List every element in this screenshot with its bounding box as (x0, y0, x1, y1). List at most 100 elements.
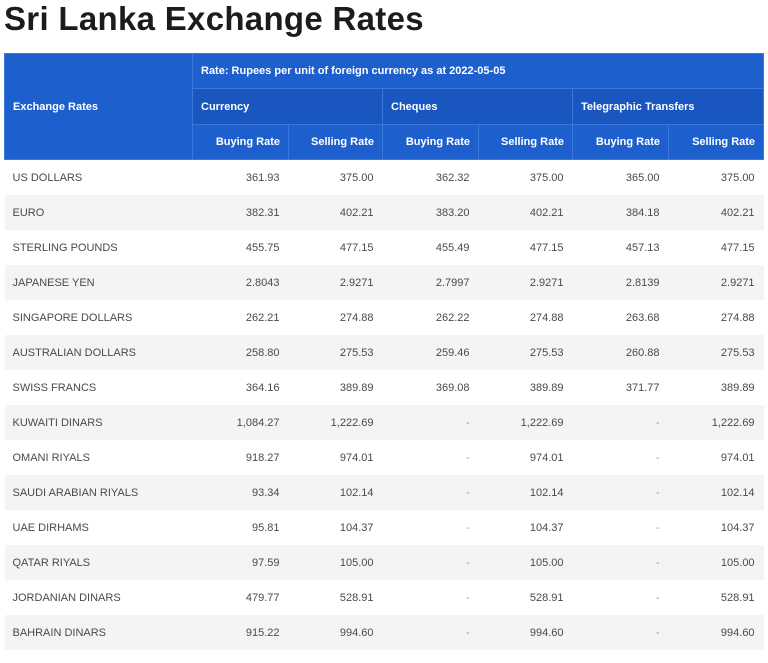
rate-cell: 263.68 (572, 300, 669, 335)
table-row: UAE DIRHAMS 95.81 104.37-104.37-104.37 (4, 510, 764, 545)
col-header-currency-selling: Selling Rate (288, 124, 383, 160)
rate-cell: 262.22 (382, 300, 479, 335)
rate-cell: 102.14 (288, 475, 383, 510)
rate-cell: 371.77 (572, 370, 669, 405)
rate-note-header: Rate: Rupees per unit of foreign currenc… (191, 53, 765, 89)
rate-cell: - (572, 615, 669, 650)
rate-cell: 528.91 (668, 580, 764, 615)
rate-cell: 402.21 (668, 195, 764, 230)
rate-cell: 974.01 (288, 440, 383, 475)
rate-cell: 105.00 (668, 545, 764, 580)
currency-name-cell: UAE DIRHAMS (4, 510, 193, 545)
rate-cell: 974.01 (478, 440, 573, 475)
rate-cell: 1,222.69 (288, 405, 383, 440)
rate-cell: 1,222.69 (668, 405, 764, 440)
table-row: EURO 382.31 402.21 383.20 402.21 384.18 402.21 (4, 195, 764, 230)
rate-cell: 384.18 (572, 195, 669, 230)
group-header-cheques: Cheques (382, 88, 573, 125)
rate-cell: 102.14 (478, 475, 573, 510)
rate-cell: 477.15 (288, 230, 383, 265)
rate-cell: - (382, 545, 479, 580)
rate-cell: 457.13 (572, 230, 669, 265)
rate-cell: 275.53 (288, 335, 383, 370)
rate-cell: 477.15 (478, 230, 573, 265)
rate-cell: 95.81 (192, 510, 289, 545)
rate-cell: - (382, 440, 479, 475)
rate-cell: - (382, 580, 479, 615)
rate-cell: - (572, 440, 669, 475)
table-row: JORDANIAN DINARS 479.77 528.91-528.91-528.… (4, 580, 764, 615)
rate-cell: - (382, 475, 479, 510)
rate-cell: 477.15 (668, 230, 764, 265)
rate-cell: 2.7997 (382, 265, 479, 300)
rate-cell: 528.91 (478, 580, 573, 615)
currency-name-cell: QATAR RIYALS (4, 545, 193, 580)
rate-cell: 402.21 (288, 195, 383, 230)
rate-cell: - (572, 580, 669, 615)
rate-cell: 362.32 (382, 159, 479, 195)
rate-cell: 260.88 (572, 335, 669, 370)
rate-cell: 275.53 (478, 335, 573, 370)
table-row: BAHRAIN DINARS 915.22 994.60-994.60-994.60 (4, 615, 764, 650)
currency-name-cell: KUWAITI DINARS (4, 405, 193, 440)
rate-cell: 994.60 (288, 615, 383, 650)
table-row: SAUDI ARABIAN RIYALS 93.34 102.14-102.14-1… (4, 475, 764, 510)
rate-cell: 389.89 (478, 370, 573, 405)
col-header-currency-buying: Buying Rate (192, 124, 289, 160)
rate-cell: 262.21 (192, 300, 289, 335)
table-row: JAPANESE YEN 2.8043 2.9271 2.7997 2.9271 2.81… (4, 265, 764, 300)
rate-cell: 375.00 (288, 159, 383, 195)
rate-cell: 402.21 (478, 195, 573, 230)
table-row: QATAR RIYALS 97.59 105.00-105.00-105.00 (4, 545, 764, 580)
rate-cell: 455.49 (382, 230, 479, 265)
rate-cell: 375.00 (478, 159, 573, 195)
rate-cell: 994.60 (478, 615, 573, 650)
currency-name-cell: SWISS FRANCS (4, 370, 193, 405)
rate-cell: 258.80 (192, 335, 289, 370)
rate-cell: 365.00 (572, 159, 669, 195)
rate-cell: 361.93 (192, 159, 289, 195)
rate-cell: 274.88 (478, 300, 573, 335)
rate-cell: 2.9271 (478, 265, 573, 300)
rate-cell: - (572, 475, 669, 510)
group-header-currency: Currency (192, 88, 383, 125)
rate-cell: 479.77 (192, 580, 289, 615)
rate-cell: - (382, 405, 479, 440)
rate-cell: 364.16 (192, 370, 289, 405)
table-row: SWISS FRANCS 364.16 389.89 369.08 389.89 371.… (4, 370, 764, 405)
rate-cell: 382.31 (192, 195, 289, 230)
rate-cell: 105.00 (478, 545, 573, 580)
rate-cell: 259.46 (382, 335, 479, 370)
corner-header: Exchange Rates (4, 53, 193, 160)
col-header-cheques-selling: Selling Rate (478, 124, 573, 160)
rate-cell: - (382, 510, 479, 545)
rate-cell: 994.60 (668, 615, 764, 650)
table-row: SINGAPORE DOLLARS 262.21 274.88 262.22 274.8… (4, 300, 764, 335)
rate-cell: 528.91 (288, 580, 383, 615)
rate-cell: 104.37 (288, 510, 383, 545)
exchange-rates-table: Exchange Rates Rate: Rupees per unit of … (4, 53, 765, 650)
rate-cell: 1,222.69 (478, 405, 573, 440)
rate-cell: 2.8043 (192, 265, 289, 300)
table-row: KUWAITI DINARS 1,084.27 1,222.69-1,222.69-… (4, 405, 764, 440)
rate-cell: 105.00 (288, 545, 383, 580)
rate-cell: 915.22 (192, 615, 289, 650)
rate-cell: 97.59 (192, 545, 289, 580)
col-header-tt-buying: Buying Rate (572, 124, 669, 160)
rate-cell: 274.88 (668, 300, 764, 335)
rate-cell: 2.9271 (288, 265, 383, 300)
group-header-telegraphic-transfers: Telegraphic Transfers (571, 88, 765, 125)
currency-name-cell: BAHRAIN DINARS (4, 615, 193, 650)
rate-cell: 1,084.27 (192, 405, 289, 440)
currency-name-cell: US DOLLARS (4, 159, 193, 195)
rates-table-body: US DOLLARS 361.93 375.00 362.32 375.00 365.00… (4, 159, 764, 650)
rate-cell: 274.88 (288, 300, 383, 335)
rate-cell: 102.14 (668, 475, 764, 510)
page-title: Sri Lanka Exchange Rates (4, 0, 424, 37)
col-header-tt-selling: Selling Rate (667, 124, 765, 160)
rate-cell: 389.89 (668, 370, 764, 405)
rate-cell: 389.89 (288, 370, 383, 405)
col-header-cheques-buying: Buying Rate (382, 124, 479, 160)
currency-name-cell: OMANI RIYALS (4, 440, 193, 475)
table-row: US DOLLARS 361.93 375.00 362.32 375.00 365.00… (4, 159, 764, 195)
